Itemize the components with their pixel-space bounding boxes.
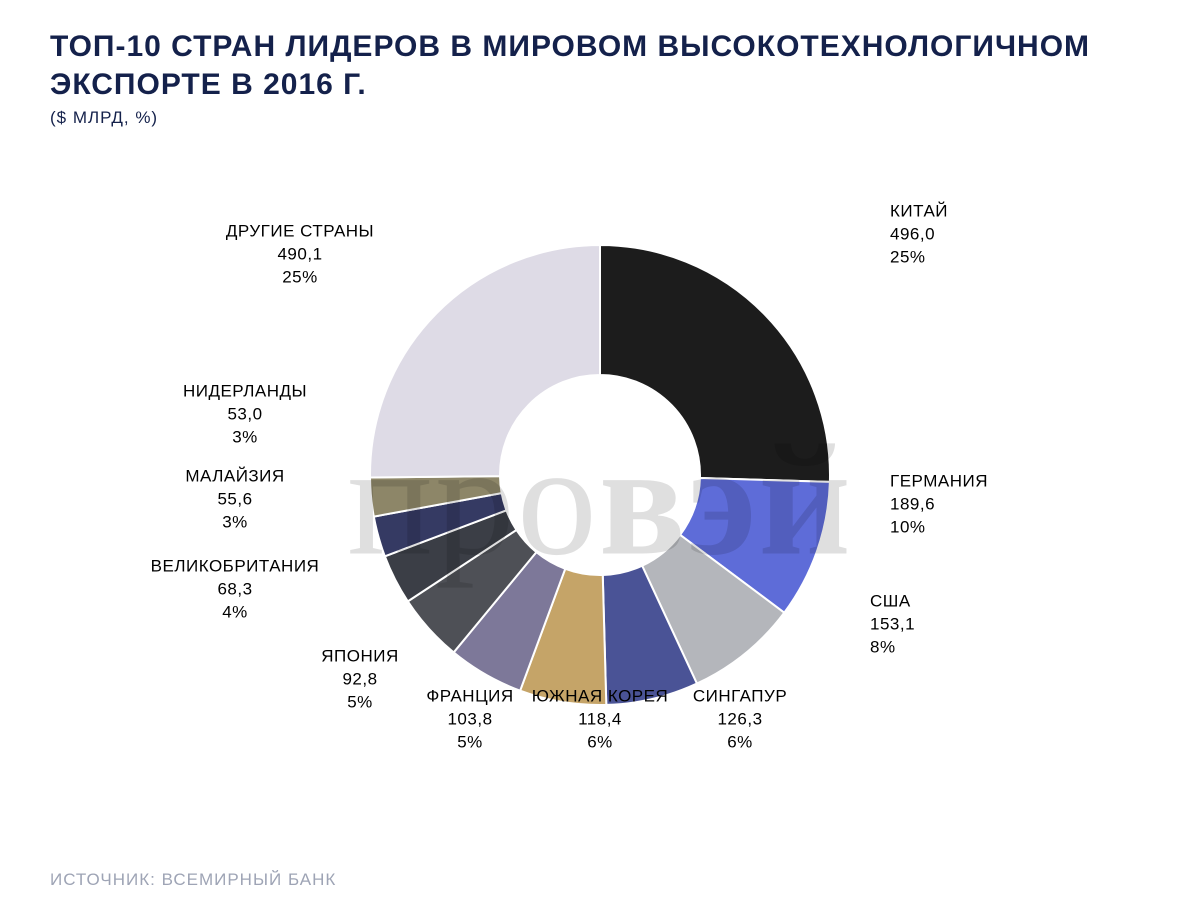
- slice-label: ДРУГИЕ СТРАНЫ490,125%: [226, 221, 374, 290]
- slice-label: ФРАНЦИЯ103,85%: [426, 686, 513, 755]
- slice-label: ЯПОНИЯ92,85%: [321, 646, 399, 715]
- chart-subtitle: ($ МЛРД, %): [50, 108, 158, 128]
- slice: [370, 245, 600, 477]
- chart-source: ИСТОЧНИК: ВСЕМИРНЫЙ БАНК: [50, 870, 336, 890]
- slice-label: СИНГАПУР126,36%: [693, 686, 787, 755]
- slice-label: КИТАЙ496,025%: [890, 201, 948, 270]
- slice-label: ЮЖНАЯ КОРЕЯ118,46%: [532, 686, 669, 755]
- slice-label: НИДЕРЛАНДЫ53,03%: [183, 381, 307, 450]
- slice-label: ВЕЛИКОБРИТАНИЯ68,34%: [151, 556, 320, 625]
- slice-label: МАЛАЙЗИЯ55,63%: [185, 466, 284, 535]
- chart-title: ТОП-10 СТРАН ЛИДЕРОВ В МИРОВОМ ВЫСОКОТЕХ…: [50, 28, 1150, 103]
- slice: [600, 245, 830, 482]
- slice-label: ГЕРМАНИЯ189,610%: [890, 471, 988, 540]
- slice-label: США153,18%: [870, 591, 915, 660]
